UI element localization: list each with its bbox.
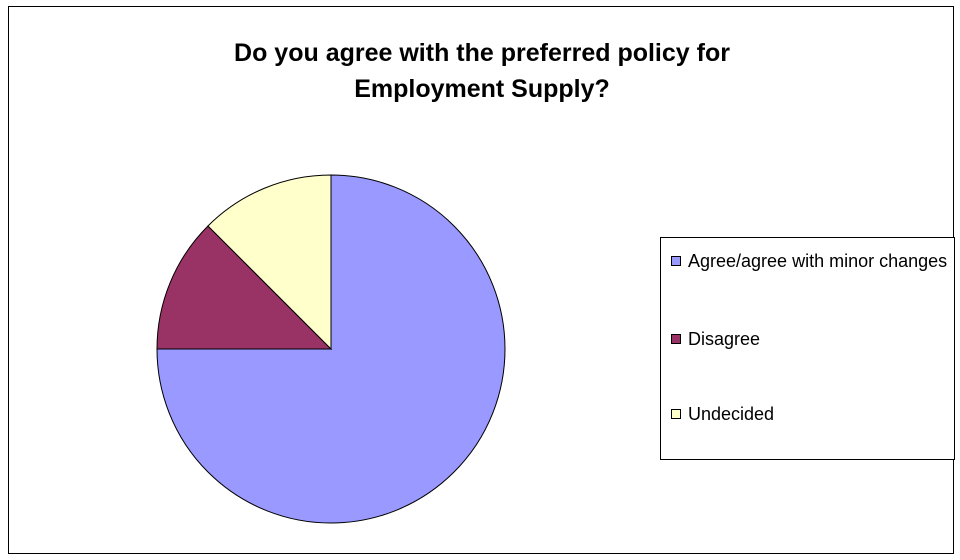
chart-title-line-1: Do you agree with the preferred policy f… (234, 39, 730, 67)
pie-slice-undecided (207, 174, 332, 351)
legend-swatch-disagree (671, 334, 681, 344)
chart-area: Do you agree with the preferred policy f… (8, 6, 955, 554)
chart-title: Do you agree with the preferred policy f… (9, 35, 955, 107)
legend-item-agree: Agree/agree with minor changes (671, 248, 951, 274)
pie-chart (156, 174, 506, 524)
legend-item-disagree: Disagree (671, 326, 951, 352)
legend: Agree/agree with minor changes Disagree … (660, 237, 955, 460)
chart-title-line-2: Employment Supply? (354, 75, 610, 103)
legend-item-undecided: Undecided (671, 401, 951, 427)
legend-label-disagree: Disagree (688, 329, 761, 349)
pie-slice-disagree (156, 225, 333, 350)
legend-swatch-agree (671, 256, 681, 266)
legend-swatch-undecided (671, 409, 681, 419)
legend-label-undecided: Undecided (688, 404, 775, 424)
legend-label-agree: Agree/agree with minor changes (688, 251, 948, 271)
